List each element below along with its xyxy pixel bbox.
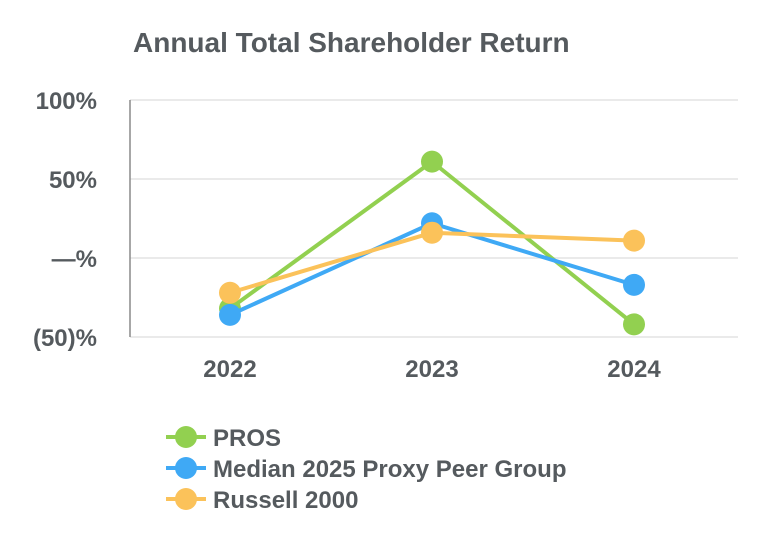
legend: PROS Median 2025 Proxy Peer Group Russell … [166,425,566,514]
legend-marker [175,488,197,510]
legend-marker [175,457,197,479]
legend-label: Median 2025 Proxy Peer Group [213,456,566,483]
series-group [219,150,645,336]
data-point [219,303,241,326]
x-tick-label: 2022 [203,356,256,383]
data-point [421,150,443,173]
data-point [623,313,645,336]
legend-label: PROS [213,425,281,452]
y-axis-ticks: 100% 50% —% (50)% [33,88,97,352]
legend-label: Russell 2000 [213,487,358,514]
data-point [421,221,443,244]
x-tick-label: 2023 [405,356,458,383]
legend-marker [175,426,197,448]
y-tick-label: —% [52,246,97,273]
y-tick-label: 100% [36,88,97,115]
legend-item-1: Median 2025 Proxy Peer Group [166,456,566,483]
y-tick-label: 50% [49,167,97,194]
data-point [219,281,241,304]
x-axis-ticks: 2022 2023 2024 [203,356,661,383]
y-tick-label: (50)% [33,325,97,352]
data-point [623,273,645,296]
data-point [623,229,645,252]
legend-item-2: Russell 2000 [166,487,358,514]
series-2 [219,221,645,304]
grid-lines [129,99,738,338]
chart-title: Annual Total Shareholder Return [133,27,570,58]
x-tick-label: 2024 [607,356,661,383]
legend-item-0: PROS [166,425,281,452]
